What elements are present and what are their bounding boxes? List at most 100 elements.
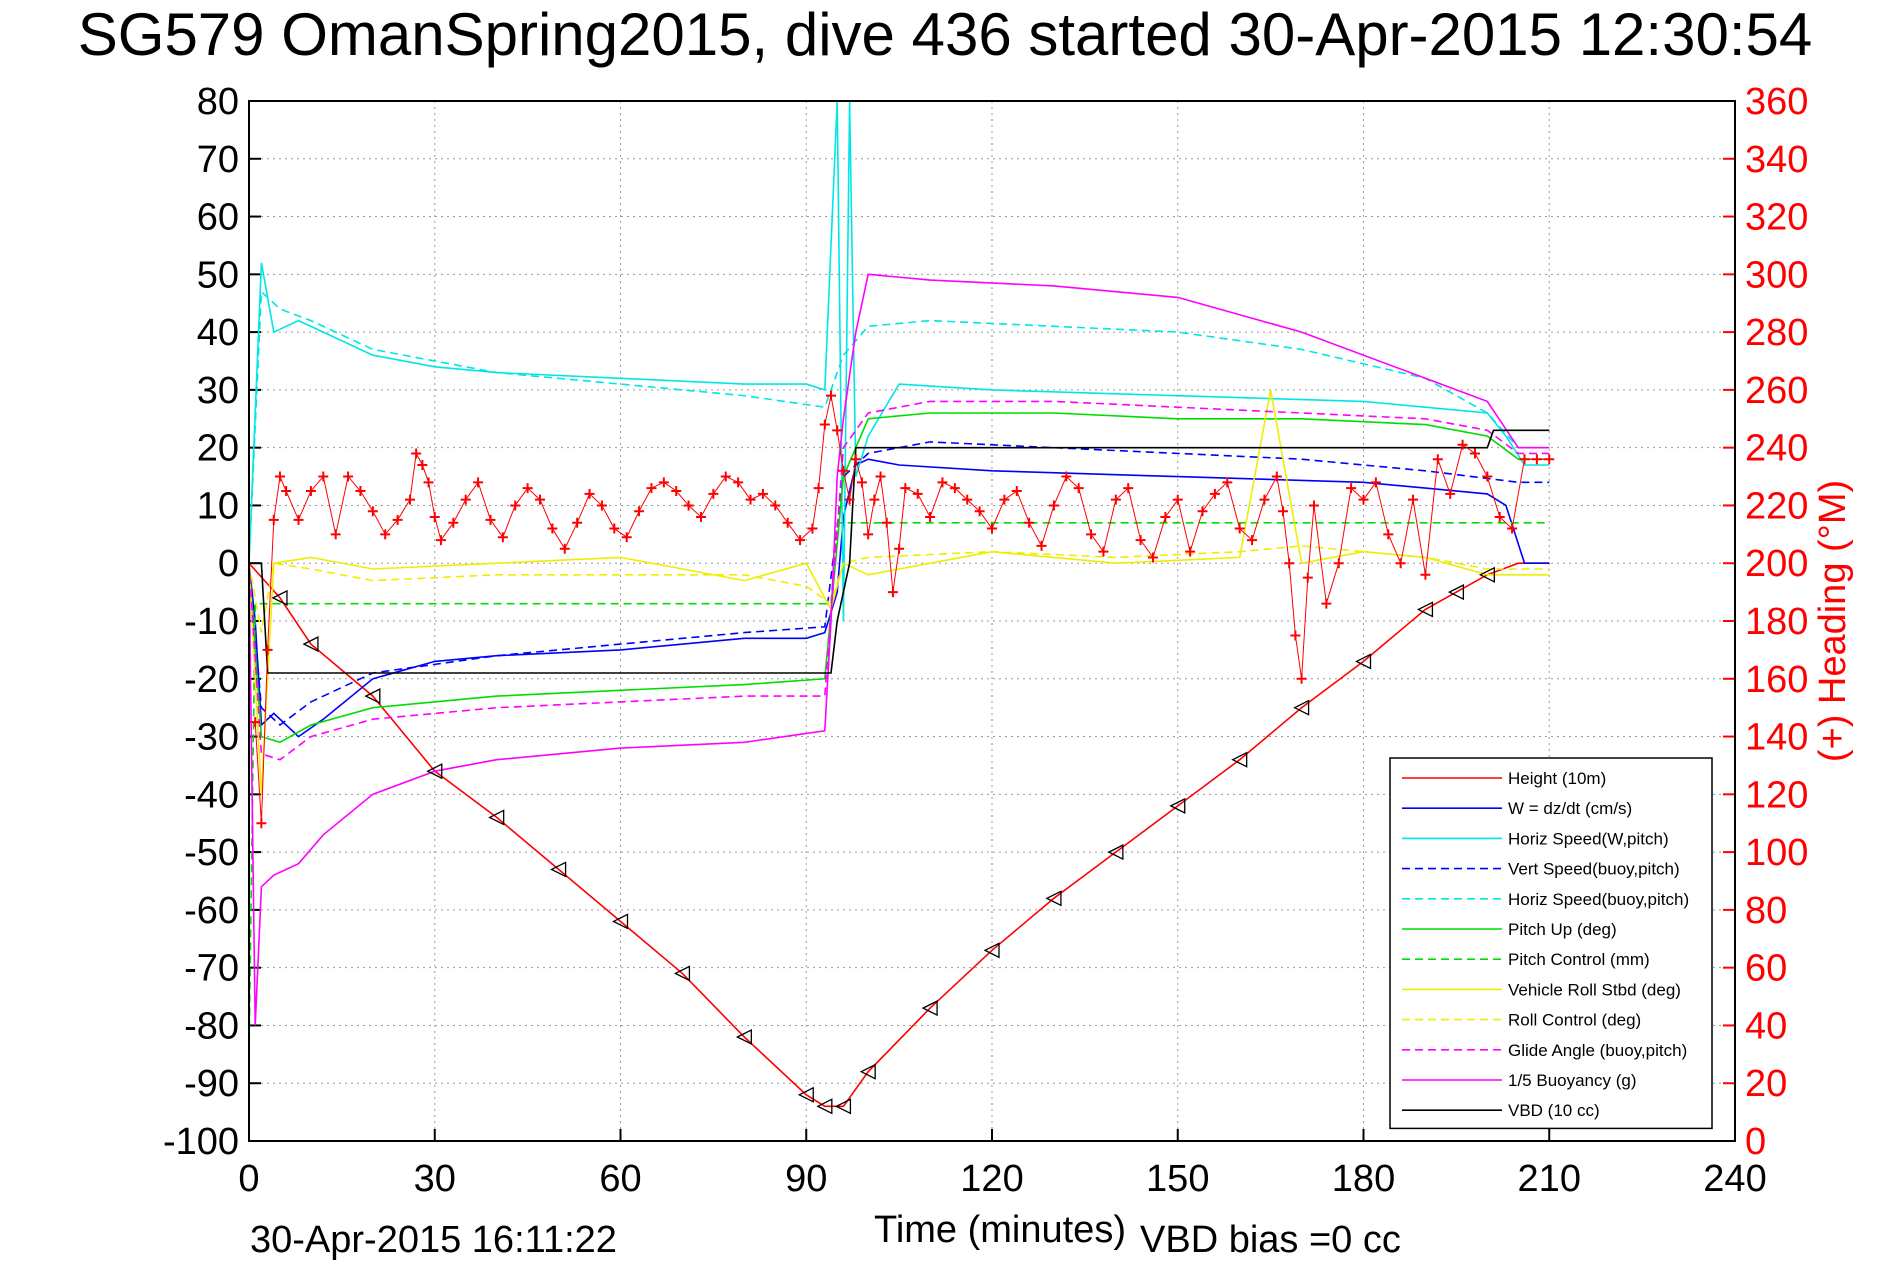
heading-point: [844, 494, 855, 505]
heading-point: [1234, 523, 1245, 534]
heading-point: [733, 477, 744, 488]
heading-point: [256, 818, 267, 829]
heading-point: [900, 483, 911, 494]
heading-point: [367, 506, 378, 517]
y-right-tick-label: 20: [1745, 1063, 1787, 1105]
heading-point: [559, 543, 570, 554]
depth-marker: [983, 942, 1000, 959]
heading-point: [1290, 630, 1301, 641]
legend-entry: Vert Speed(buoy,pitch): [1508, 860, 1680, 879]
heading-point: [522, 483, 533, 494]
plot-frame: [248, 100, 1736, 1142]
depth-marker: [921, 1000, 938, 1017]
y-tick-label: -10: [184, 601, 239, 643]
heading-point: [1209, 488, 1220, 499]
legend-entry: VBD (10 cc): [1508, 1101, 1600, 1120]
y-tick-label: 60: [197, 197, 239, 239]
heading-point: [1308, 500, 1319, 511]
heading-point: [856, 477, 867, 488]
heading-point: [584, 488, 595, 499]
y-right-tick-label: 0: [1745, 1121, 1766, 1163]
heading-point: [1048, 500, 1059, 511]
heading-point: [1135, 535, 1146, 546]
heading-point: [417, 460, 428, 470]
heading-point: [1519, 454, 1530, 465]
series-line-1: [248, 458, 1550, 738]
depth-marker: [364, 688, 381, 705]
x-tick-label: 0: [238, 1158, 259, 1200]
heading-point: [869, 494, 880, 505]
heading-point: [1482, 471, 1493, 482]
series-line-6: [248, 522, 1550, 1055]
y-tick-label: -70: [184, 948, 239, 990]
heading-point: [281, 486, 292, 496]
heading-point: [1370, 477, 1381, 488]
heading-point: [807, 523, 818, 534]
heading-point: [250, 717, 261, 728]
heading-point: [1278, 506, 1289, 517]
y-right-tick-label: 360: [1745, 81, 1808, 123]
depth-marker: [550, 861, 567, 878]
heading-point: [1160, 512, 1171, 522]
depth-marker: [1231, 751, 1248, 768]
y-right-tick-label: 160: [1745, 659, 1808, 701]
chart-title: SG579 OmanSpring2015, dive 436 started 3…: [78, 1, 1813, 68]
series-line-0: [248, 562, 1550, 1108]
heading-point: [838, 465, 849, 476]
legend-entry: Pitch Up (deg): [1508, 920, 1617, 939]
heading-point: [1531, 454, 1542, 465]
depth-marker: [612, 913, 629, 930]
x-axis-label: Time (minutes): [874, 1209, 1126, 1251]
heading-point: [1123, 483, 1134, 494]
heading-point: [863, 529, 874, 540]
heading-point: [1494, 512, 1505, 522]
heading-point: [1271, 471, 1282, 482]
heading-markers: [250, 390, 1555, 829]
heading-point: [962, 494, 973, 505]
heading-point: [1259, 494, 1270, 505]
heading-point: [1408, 494, 1419, 505]
legend-entry: W = dz/dt (cm/s): [1508, 799, 1632, 818]
heading-point: [1333, 558, 1344, 569]
legend-entry: Roll Control (deg): [1508, 1011, 1641, 1030]
heading-point: [293, 514, 304, 525]
depth-marker: [816, 1098, 833, 1115]
heading-point: [757, 488, 768, 499]
y-right-tick-label: 320: [1745, 197, 1808, 239]
heading-point: [1469, 448, 1480, 459]
heading-point: [1346, 483, 1357, 494]
y-tick-label: 50: [197, 254, 239, 296]
heading-point: [937, 477, 948, 488]
heading-point: [850, 454, 861, 465]
heading-point: [435, 535, 446, 546]
y-right-tick-label: 60: [1745, 948, 1787, 990]
legend-entry: Horiz Speed(buoy,pitch): [1508, 890, 1689, 909]
depth-marker: [1107, 844, 1124, 861]
tick-labels: 0 30 60 90 120 150 180 210 24080706050403020100-…: [163, 81, 1808, 1200]
legend-entry: 1/5 Buoyancy (g): [1508, 1071, 1637, 1090]
heading-point: [473, 477, 484, 488]
depth-marker: [488, 809, 505, 826]
y-right-tick-label: 260: [1745, 370, 1808, 412]
series-line-11: [249, 429, 1550, 674]
y-right-tick-label: 300: [1745, 254, 1808, 296]
series-line-7: [248, 389, 1550, 795]
y-right-tick-label: 240: [1745, 428, 1808, 470]
heading-point: [1321, 598, 1332, 609]
heading-point: [974, 506, 985, 517]
heading-point: [695, 512, 706, 522]
depth-marker: [735, 1028, 752, 1046]
heading-point: [547, 523, 558, 534]
y-tick-label: 10: [197, 485, 239, 527]
heading-point: [925, 512, 936, 522]
heading-point: [770, 500, 781, 511]
heading-point: [720, 471, 731, 482]
heading-point: [1110, 494, 1121, 505]
x-tick-label: 180: [1332, 1158, 1395, 1200]
x-tick-label: 30: [414, 1158, 456, 1200]
heading-point: [448, 517, 459, 528]
heading-point: [411, 448, 422, 459]
x-tick-label: 90: [785, 1158, 827, 1200]
legend: Height (10m) W = dz/dt (cm/s) Horiz Speed(…: [1389, 757, 1713, 1130]
depth-marker: [1355, 653, 1372, 670]
